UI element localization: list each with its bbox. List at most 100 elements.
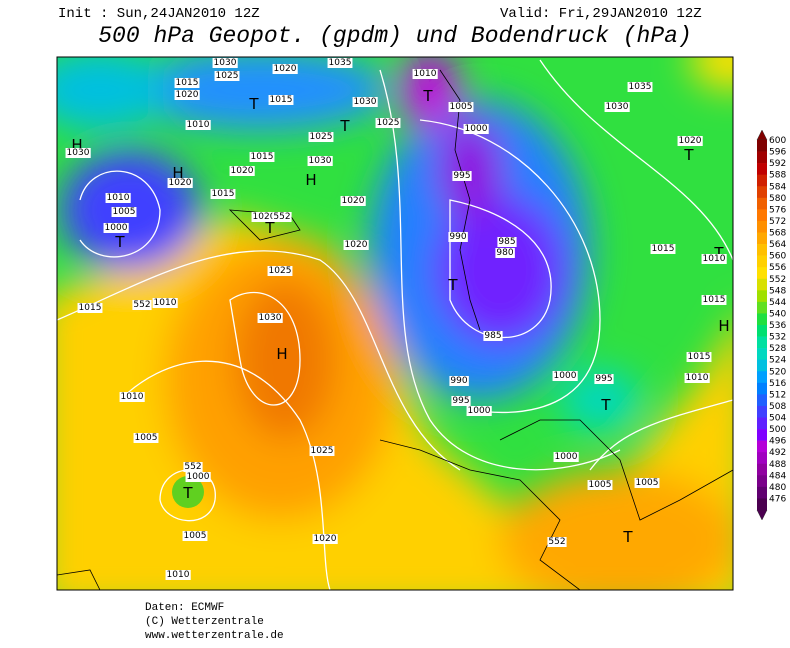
isobar-label: 1005 <box>135 433 158 443</box>
label-box <box>327 58 353 68</box>
isobar-label: 1015 <box>703 295 726 305</box>
colorbar-segment <box>757 313 767 326</box>
label-box <box>174 78 200 88</box>
footer-line: Daten: ECMWF <box>145 602 224 614</box>
label-box <box>105 193 131 203</box>
label-box <box>272 212 292 222</box>
isobar-label: 985 <box>484 331 501 341</box>
pressure-center: T <box>447 276 458 294</box>
label-box <box>701 295 727 305</box>
pressure-center: T <box>683 146 694 164</box>
pressure-center: T <box>264 219 275 237</box>
colorbar-segment <box>757 140 767 152</box>
colorbar-segment <box>757 475 767 488</box>
colorbar-label: 556 <box>769 263 786 273</box>
colorbar-segment <box>757 336 767 349</box>
colorbar-label: 536 <box>769 321 786 331</box>
label-box <box>308 132 334 142</box>
pressure-center: T <box>422 87 433 105</box>
label-box <box>272 64 298 74</box>
isobar-label: 1030 <box>259 313 282 323</box>
colorbar-label: 588 <box>769 171 786 181</box>
init-time: Init : Sun,24JAN2010 12Z <box>58 6 260 22</box>
isobar-label: 1035 <box>629 82 652 92</box>
colorbar-label: 516 <box>769 379 786 389</box>
label-box <box>229 166 255 176</box>
pressure-center: T <box>713 244 724 262</box>
pressure-center: T <box>622 528 633 546</box>
label-box <box>587 480 613 490</box>
footer-line: www.wetterzentrale.de <box>145 630 284 642</box>
colorbar-segment <box>757 278 767 291</box>
isobar-label: 990 <box>450 376 467 386</box>
colorbar-segment <box>757 325 767 337</box>
isobar-label: 1005 <box>184 531 207 541</box>
isobar-label: 1010 <box>187 120 210 130</box>
isobar-label: 1010 <box>107 193 130 203</box>
isobar-label: 1005 <box>450 102 473 112</box>
colorbar-label: 572 <box>769 217 786 227</box>
isobar-label: 1000 <box>465 124 488 134</box>
label-box <box>133 433 159 443</box>
colorbar-label: 592 <box>769 159 786 169</box>
label-box <box>214 71 240 81</box>
colorbar-label: 504 <box>769 414 786 424</box>
isobar-label: 1020 <box>274 64 297 74</box>
isobar-label: 1025 <box>310 132 333 142</box>
label-box <box>257 313 283 323</box>
colorbar-label: 568 <box>769 229 786 239</box>
isobar-label: 1015 <box>688 352 711 362</box>
valid-time: Valid: Fri,29JAN2010 12Z <box>500 6 702 22</box>
isobar-label: 1015 <box>251 152 274 162</box>
isobar-label: 1010 <box>167 570 190 580</box>
label-box <box>448 232 468 242</box>
colorbar-segment <box>757 359 767 372</box>
colorbar-label: 600 <box>769 136 786 146</box>
label-box <box>466 406 492 416</box>
colorbar-label: 580 <box>769 194 786 204</box>
label-box <box>307 156 333 166</box>
colorbar-label: 512 <box>769 390 786 400</box>
isobar-label: 1030 <box>214 58 237 68</box>
label-box <box>340 196 366 206</box>
isobar-label: 1020 <box>342 196 365 206</box>
pressure-center: H <box>71 136 82 154</box>
label-box <box>65 148 91 158</box>
isobar-label: 1020 <box>679 136 702 146</box>
isobar-label: 1025 <box>269 266 292 276</box>
colorbar-label: 496 <box>769 437 786 447</box>
colorbar-segment <box>757 417 767 430</box>
colorbar-arrow <box>756 509 768 521</box>
isobar-label: 1015 <box>79 303 102 313</box>
colorbar-segment <box>757 301 767 314</box>
colorbar-segment <box>757 209 767 222</box>
label-box <box>497 237 517 247</box>
isobar-label: 552 <box>548 537 565 547</box>
colorbar-label: 524 <box>769 356 786 366</box>
isobar-label: 990 <box>449 232 466 242</box>
colorbar-label: 520 <box>769 367 786 377</box>
label-box <box>463 124 489 134</box>
isobar-label: 1000 <box>187 472 210 482</box>
colorbar-label: 548 <box>769 286 786 296</box>
colorbar-segment <box>757 290 767 303</box>
colorbar-label: 564 <box>769 240 786 250</box>
isobar-label: 1020 <box>176 90 199 100</box>
label-box <box>312 534 338 544</box>
colorbar-label: 596 <box>769 148 786 158</box>
label-box <box>677 136 703 146</box>
label-box <box>449 376 469 386</box>
colorbar-segment <box>757 429 767 441</box>
isobar-label: 1010 <box>121 392 144 402</box>
colorbar-label: 476 <box>769 494 786 504</box>
isobar-label: 1010 <box>686 373 709 383</box>
colorbar: 6005965925885845805765725685645605565525… <box>756 129 786 521</box>
colorbar-segment <box>757 244 767 256</box>
label-box <box>249 152 275 162</box>
colorbar-label: 560 <box>769 252 786 262</box>
colorbar-label: 584 <box>769 182 786 192</box>
isobar-label: 1020 <box>314 534 337 544</box>
colorbar-label: 480 <box>769 483 786 493</box>
colorbar-segment <box>757 255 767 268</box>
colorbar-segment <box>757 267 767 280</box>
